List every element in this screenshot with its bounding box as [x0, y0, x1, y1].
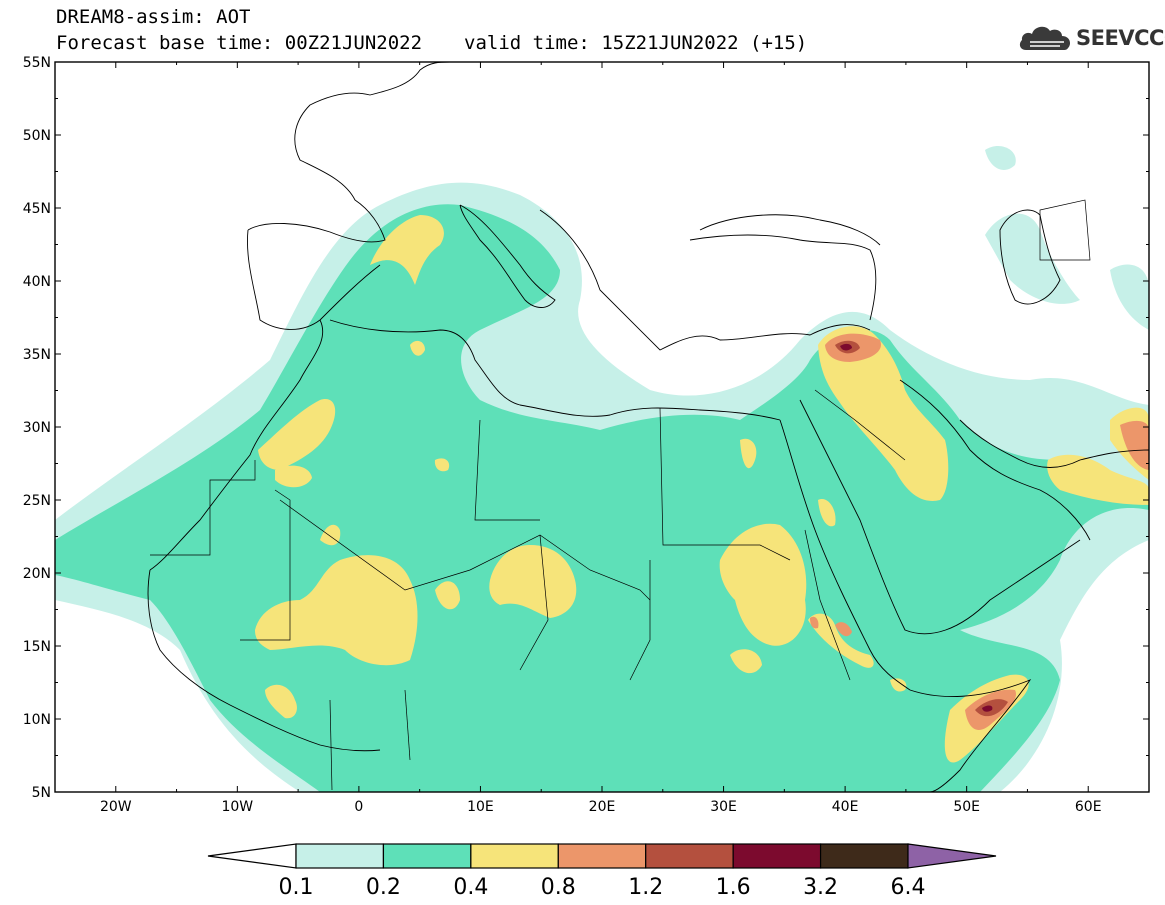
colorbar-swatch [732, 843, 822, 869]
lat-tick-label: 40N [23, 274, 51, 290]
lat-tick-label: 5N [32, 785, 51, 801]
borders [150, 199, 1091, 791]
lon-tick-label: 10E [467, 799, 494, 815]
colorbar-swatch [295, 843, 385, 869]
lat-tick-label: 55N [23, 55, 51, 71]
lat-tick-label: 15N [23, 639, 51, 655]
coastlines [147, 62, 1149, 792]
colorbar-min-arrow [207, 843, 297, 869]
colorbar-label: 1.6 [716, 875, 751, 900]
aot-caspian-light [985, 213, 1080, 304]
colorbar-max-arrow [907, 843, 997, 869]
colorbar [207, 843, 997, 869]
lon-tick-label: 50E [953, 799, 980, 815]
lat-tick-label: 25N [23, 493, 51, 509]
aot-field [55, 62, 1149, 792]
lon-tick-label: 40E [832, 799, 859, 815]
lon-tick-label: 20W [100, 799, 132, 815]
axis-ticks [54, 61, 1150, 793]
aot-east-light [1110, 264, 1149, 330]
colorbar-label: 6.4 [891, 875, 926, 900]
longitude-labels: 20W 10W 0 10E 20E 30E 40E 50E 60E [100, 799, 1102, 815]
lon-tick-label: 10W [221, 799, 253, 815]
colorbar-label: 1.2 [628, 875, 663, 900]
lon-tick-label: 0 [354, 799, 363, 815]
latitude-labels: 55N 50N 45N 40N 35N 30N 25N 20N 15N 10N 5N [23, 55, 51, 801]
map-title: DREAM8-assim: AOT [56, 6, 251, 28]
colorbar-label: 0.8 [541, 875, 576, 900]
lon-tick-label: 20E [589, 799, 616, 815]
colorbar-label: 0.2 [366, 875, 401, 900]
colorbar-label: 0.4 [453, 875, 488, 900]
colorbar-swatch [645, 843, 734, 869]
seevccc-logo: SEEVCCC [1018, 20, 1165, 56]
colorbar-swatch [819, 843, 909, 869]
colorbar-labels: 0.1 0.2 0.4 0.8 1.2 1.6 3.2 6.4 [279, 875, 926, 900]
cloud-icon [1019, 26, 1070, 50]
lat-tick-label: 20N [23, 566, 51, 582]
aot-blacksea-light [985, 145, 1016, 170]
base-time-label: Forecast base time: 00Z21JUN2022 [56, 32, 423, 54]
colorbar-swatch [557, 843, 647, 869]
lon-tick-label: 30E [710, 799, 737, 815]
aot-level-1.6 [840, 343, 993, 712]
logo-text: SEEVCCC [1076, 26, 1165, 50]
lat-tick-label: 50N [23, 128, 51, 144]
lat-tick-label: 30N [23, 420, 51, 436]
colorbar-label: 3.2 [803, 875, 838, 900]
map-subtitle: Forecast base time: 00Z21JUN2022 valid ti… [56, 32, 807, 54]
lat-tick-label: 45N [23, 201, 51, 217]
colorbar-label: 0.1 [279, 875, 314, 900]
lat-tick-label: 10N [23, 712, 51, 728]
colorbar-swatch [382, 843, 472, 869]
lat-tick-label: 35N [23, 347, 51, 363]
valid-time-label: valid time: 15Z21JUN2022 (+15) [464, 32, 808, 54]
lon-tick-label: 60E [1075, 799, 1102, 815]
colorbar-swatch [470, 843, 559, 869]
